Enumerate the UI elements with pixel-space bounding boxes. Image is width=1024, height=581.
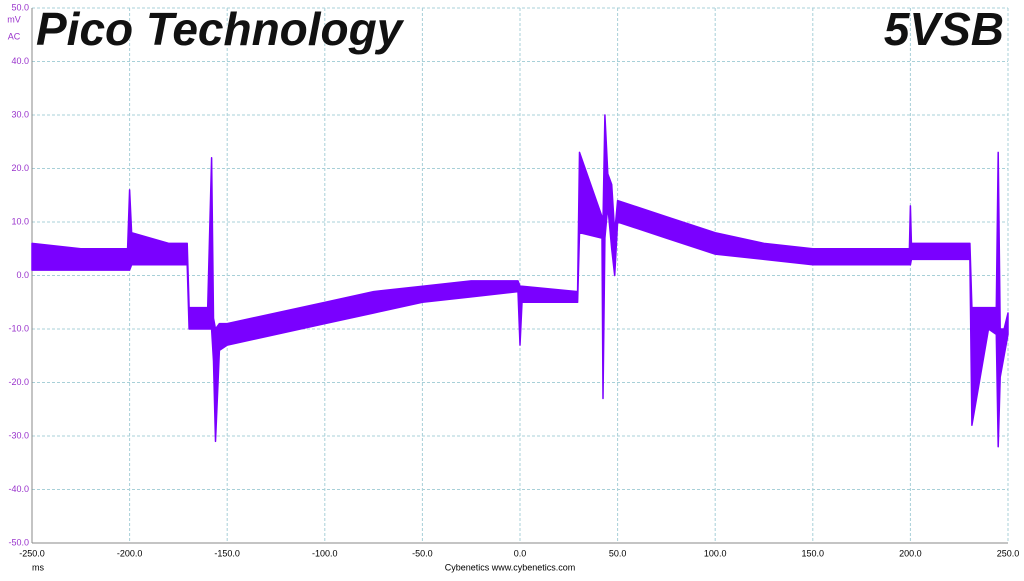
x-tick-label: -250.0: [19, 548, 45, 558]
y-tick-label: -40.0: [8, 484, 29, 494]
y-tick-label: 0.0: [16, 270, 29, 280]
y-tick-label: 30.0: [11, 109, 29, 119]
y-tick-label: 10.0: [11, 216, 29, 226]
y-tick-label: -30.0: [8, 430, 29, 440]
y-tick-label: -50.0: [8, 537, 29, 547]
x-tick-label: 200.0: [899, 548, 922, 558]
y-tick-label: 50.0: [11, 2, 29, 12]
x-tick-label: 150.0: [802, 548, 825, 558]
y-tick-label: 40.0: [11, 56, 29, 66]
y-unit: mV: [7, 14, 21, 24]
footer: Cybenetics www.cybenetics.com: [445, 562, 576, 572]
signal-band: [31, 114, 1009, 448]
channel-label: 5VSB: [884, 3, 1004, 55]
y-coupling: AC: [8, 31, 21, 41]
y-tick-label: -10.0: [8, 323, 29, 333]
x-tick-label: -50.0: [412, 548, 433, 558]
y-tick-label: -20.0: [8, 377, 29, 387]
chart-title: Pico Technology: [36, 3, 405, 55]
x-tick-label: -200.0: [117, 548, 143, 558]
x-unit: ms: [32, 562, 44, 572]
x-tick-label: 100.0: [704, 548, 727, 558]
x-tick-label: -150.0: [214, 548, 240, 558]
x-tick-label: -100.0: [312, 548, 338, 558]
x-tick-label: 250.0: [997, 548, 1020, 558]
x-tick-label: 0.0: [514, 548, 527, 558]
x-tick-label: 50.0: [609, 548, 627, 558]
y-tick-label: 20.0: [11, 163, 29, 173]
